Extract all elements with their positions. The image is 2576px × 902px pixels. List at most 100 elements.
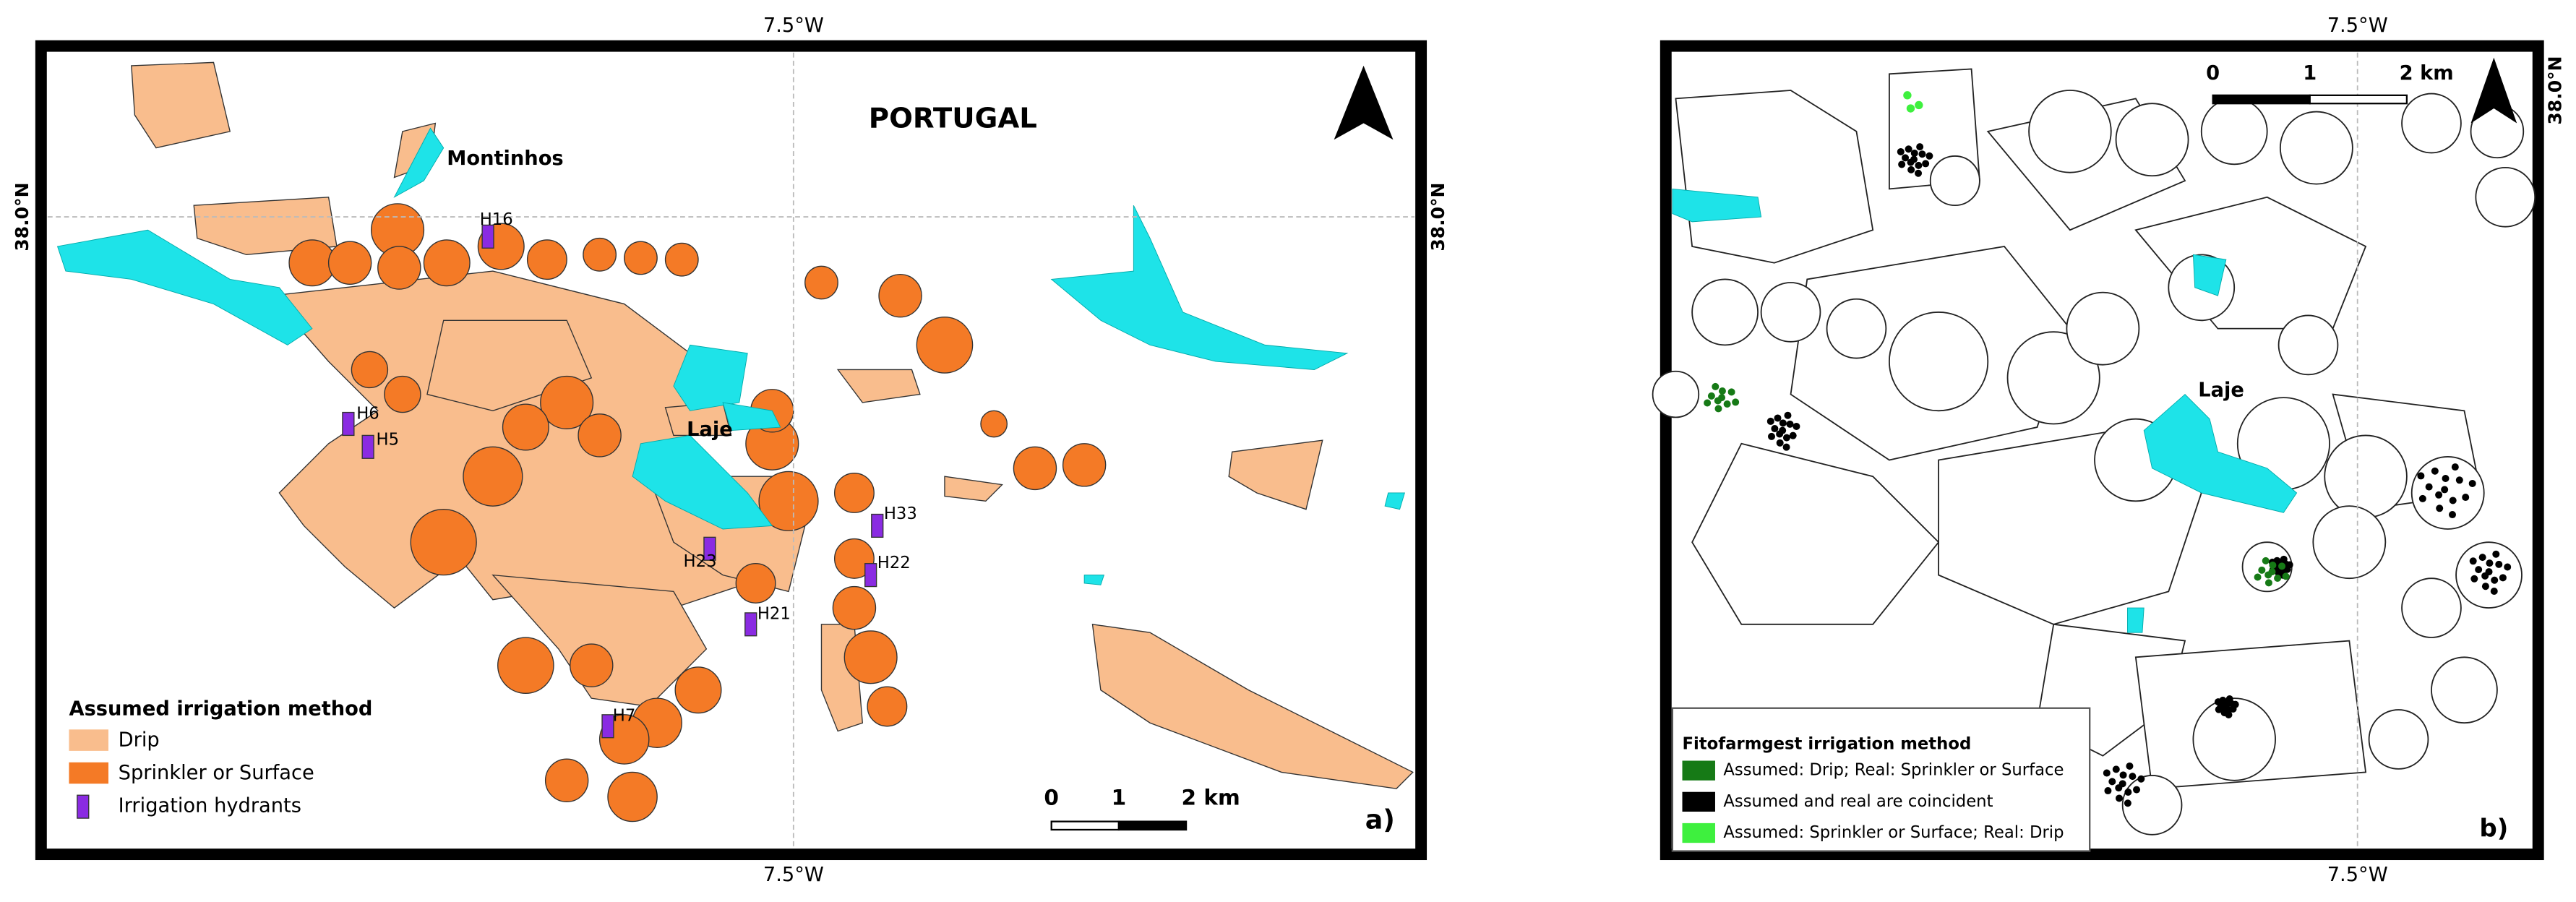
field-outline — [2279, 111, 2353, 185]
legend-swatch — [1682, 822, 1715, 843]
hydrant — [744, 612, 757, 637]
drip-mismatch-point — [1732, 398, 1740, 406]
coincident-point — [1905, 145, 1912, 153]
scale-bar: 0 1 2 km — [2206, 62, 2454, 105]
field-outline — [2192, 697, 2276, 781]
sprinkler-field — [423, 239, 471, 287]
coincident-point — [2108, 778, 2116, 786]
field-outline — [2401, 93, 2462, 154]
coincident-point — [2225, 695, 2233, 703]
sprinkler-field — [526, 239, 567, 280]
coincident-point — [1766, 417, 1774, 425]
sprinkler-field — [758, 471, 819, 531]
water-body — [2192, 254, 2227, 296]
water-body — [393, 127, 445, 198]
drip-mismatch-point — [1714, 405, 1722, 413]
coincident-point — [1898, 160, 1906, 168]
coincident-point — [2115, 784, 2123, 792]
sprinkler-field — [624, 241, 658, 275]
field-outline — [2401, 577, 2462, 638]
coincident-point — [2124, 799, 2131, 807]
coincident-point — [1767, 432, 1775, 440]
coincident-point — [2231, 700, 2239, 708]
legend-swatch — [1682, 760, 1715, 781]
sprinkler-field — [327, 241, 372, 285]
water-body — [632, 434, 773, 530]
hydrant-label: H5 — [377, 431, 400, 450]
coincident-point — [2478, 554, 2486, 562]
drip-mismatch-point — [1704, 399, 1712, 407]
water-body — [1083, 575, 1105, 585]
coincident-point — [1779, 419, 1787, 427]
place-label: Laje — [687, 418, 733, 441]
field-outline — [1691, 442, 1940, 625]
field-outline — [2121, 775, 2183, 836]
coincident-point — [2133, 786, 2141, 794]
coincident-point — [2436, 504, 2444, 512]
coincident-point — [2469, 557, 2477, 565]
field-outline — [1826, 298, 1887, 359]
coincident-point — [2112, 765, 2120, 773]
sprinkler-field — [735, 563, 776, 604]
sprinkler-field — [916, 317, 974, 374]
scale-segment — [1050, 820, 1120, 831]
legend-swatch — [69, 762, 109, 784]
coincident-point — [1789, 431, 1797, 439]
sprinkler-mismatch-point — [1915, 100, 1923, 110]
legend-swatch — [77, 794, 90, 819]
legend-item: Assumed and real are coincident — [1723, 792, 1993, 811]
coincident-point — [2119, 771, 2127, 779]
drip-mismatch-point — [2258, 566, 2266, 574]
coincident-point — [2280, 555, 2288, 563]
field-outline — [2028, 90, 2112, 173]
sprinkler-field — [384, 375, 421, 413]
sprinkler-field — [674, 666, 722, 714]
sprinkler-field — [804, 265, 838, 300]
hydrant-label: H23 — [684, 552, 717, 571]
scale-label: 0 — [2206, 62, 2220, 85]
coincident-point — [2129, 773, 2137, 781]
hydrant-label: H16 — [480, 210, 513, 229]
legend-item: Sprinkler or Surface — [119, 762, 314, 784]
coincident-point — [2215, 705, 2223, 713]
coincident-point — [1922, 160, 1930, 168]
field-outline — [1929, 155, 1980, 207]
coincident-point — [1782, 443, 1790, 451]
hydrant-label: H6 — [356, 404, 379, 423]
legend-item: Drip — [119, 729, 160, 752]
grid-label: 38.0°N — [1427, 183, 1448, 252]
coincident-point — [2481, 583, 2489, 590]
legend-title: Assumed irrigation method — [69, 698, 372, 721]
coincident-point — [1907, 158, 1915, 166]
coincident-point — [1793, 422, 1800, 430]
coincident-point — [1782, 434, 1790, 442]
north-arrow — [1334, 65, 1394, 140]
legend-swatch — [1682, 791, 1715, 812]
panel-b: 7.5°W 7.5°W 38.0°N Laje 0 1 2 km Fitofar… — [1652, 14, 2566, 886]
grid-label: 38.0°N — [2545, 56, 2566, 124]
map-features — [1652, 68, 2536, 836]
coincident-point — [2492, 550, 2500, 558]
sprinkler-field — [833, 538, 875, 579]
sprinkler-field — [463, 446, 523, 507]
drip-mismatch-point — [2264, 579, 2272, 587]
drip-field — [836, 369, 921, 403]
drip-mismatch-point — [1718, 387, 1726, 395]
water-body — [1384, 492, 1405, 510]
legend-item: Assumed: Sprinkler or Surface; Real: Dri… — [1723, 823, 2064, 842]
coincident-point — [1925, 152, 1933, 160]
water-body — [2127, 607, 2144, 633]
sprinkler-mismatch-point — [1903, 91, 1912, 100]
north-arrow — [2470, 57, 2517, 124]
sprinkler-mismatch-point — [1906, 104, 1915, 113]
place-label: Montinhos — [447, 147, 563, 170]
sprinkler-field — [570, 643, 614, 687]
hydrant — [481, 224, 494, 249]
water-body — [722, 402, 781, 431]
grid-label: 7.5°W — [763, 864, 824, 886]
coincident-point — [2481, 572, 2489, 580]
coincident-point — [2475, 566, 2483, 574]
coincident-point — [1918, 150, 1926, 158]
coincident-point — [1786, 420, 1794, 428]
scale-segment — [1117, 820, 1188, 831]
